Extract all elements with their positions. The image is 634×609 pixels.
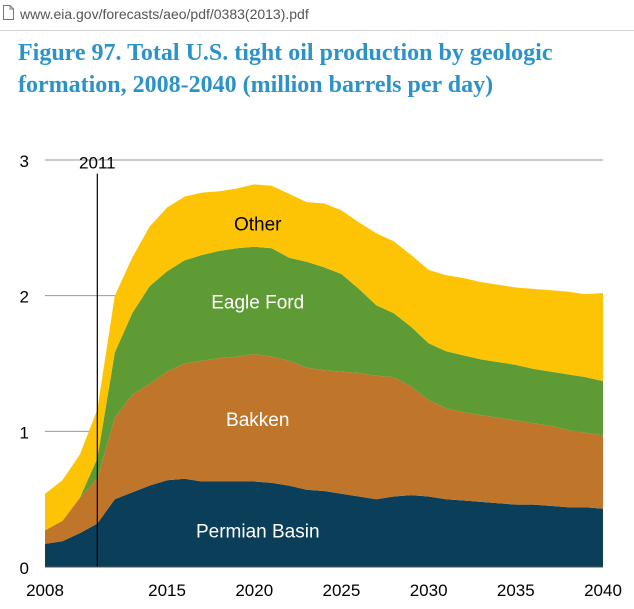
y-tick-label: 2: [20, 288, 29, 307]
area-bakken: [45, 354, 603, 544]
x-tick-label: 2020: [235, 581, 273, 600]
series-label-permian-basin: Permian Basin: [196, 522, 320, 543]
x-tick-label: 2008: [26, 581, 64, 600]
url-text[interactable]: www.eia.gov/forecasts/aeo/pdf/0383(2013)…: [20, 6, 309, 22]
area-other: [45, 184, 603, 531]
series-labels: Permian Basin Bakken Eagle Ford Other: [196, 214, 320, 542]
axes: 0 1 2 3 2008 2015 2020 2025 2030 2035 2040: [20, 152, 622, 600]
area-permian-basin: [45, 478, 603, 567]
annotation-2011: 2011: [79, 154, 116, 567]
x-tick-label: 2035: [497, 581, 535, 600]
x-tick-label: 2015: [148, 581, 186, 600]
x-tick-label: 2025: [323, 581, 361, 600]
y-tick-label: 1: [20, 423, 29, 442]
series-label-bakken: Bakken: [226, 410, 289, 431]
x-tick-label: 2040: [584, 581, 622, 600]
document-icon: [3, 5, 14, 20]
series-label-eagle-ford: Eagle Ford: [211, 292, 304, 313]
figure-title: Figure 97. Total U.S. tight oil producti…: [18, 40, 553, 98]
stacked-areas: [45, 184, 603, 567]
address-bar[interactable]: www.eia.gov/forecasts/aeo/pdf/0383(2013)…: [0, 0, 634, 31]
series-label-other: Other: [234, 214, 282, 235]
y-tick-label: 0: [20, 559, 29, 578]
y-tick-label: 3: [20, 152, 29, 171]
area-eagle-ford: [45, 246, 603, 531]
x-tick-label: 2030: [410, 581, 448, 600]
annotation-label: 2011: [79, 154, 116, 173]
